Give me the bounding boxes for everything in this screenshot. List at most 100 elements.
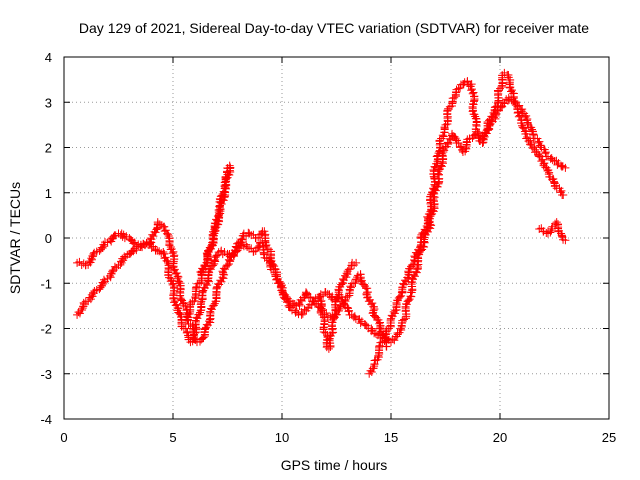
data-point: [205, 268, 214, 277]
data-point: [561, 236, 570, 245]
data-point: [98, 281, 107, 290]
series-second-rise: [387, 93, 570, 347]
data-point: [147, 235, 156, 244]
data-point: [535, 224, 544, 233]
data-point: [193, 314, 202, 323]
data-point: [169, 247, 178, 256]
data-point: [511, 98, 520, 107]
x-tick-label: 10: [275, 430, 289, 445]
data-point: [484, 126, 493, 135]
series-rise-and-peak: [365, 68, 568, 378]
data-point: [521, 113, 530, 122]
x-tick-label: 0: [60, 430, 67, 445]
x-axis-label: GPS time / hours: [281, 457, 388, 473]
data-point: [155, 247, 164, 256]
data-point: [123, 250, 132, 259]
y-tick-label: -1: [40, 276, 52, 291]
data-point: [117, 229, 126, 238]
data-point: [528, 125, 537, 134]
data-point: [557, 161, 566, 170]
data-point: [207, 305, 216, 314]
data-point: [189, 333, 198, 342]
data-point: [360, 319, 369, 328]
axis-ticks: 0 5 10 15 20 25 -4 -3 -2 -1 0 1 2 3 4: [40, 50, 616, 445]
data-point: [110, 262, 119, 271]
data-point: [369, 364, 378, 373]
data-point: [557, 186, 566, 195]
plot-frame: [63, 56, 610, 420]
y-tick-label: 4: [45, 50, 52, 65]
data-point: [195, 310, 204, 319]
data-point: [346, 283, 355, 292]
data-point: [100, 242, 109, 251]
data-point: [382, 342, 391, 351]
data-point: [172, 268, 181, 277]
data-point: [209, 261, 218, 270]
data-point: [302, 289, 311, 298]
data-point: [163, 230, 172, 239]
data-point: [209, 237, 218, 246]
data-point: [130, 244, 139, 253]
data-point: [75, 309, 84, 318]
data-point: [159, 249, 168, 258]
data-point: [334, 286, 343, 295]
data-point: [518, 123, 527, 132]
data-point: [262, 241, 271, 250]
data-point: [98, 243, 107, 252]
series-spike-near-7: [182, 161, 235, 324]
data-point: [203, 274, 212, 283]
series-late-segment: [535, 218, 570, 245]
data-point: [410, 272, 419, 281]
data-point: [219, 268, 228, 277]
data-point: [206, 308, 215, 317]
data-point: [212, 215, 221, 224]
data-point: [561, 163, 570, 172]
data-point: [276, 282, 285, 291]
data-point: [352, 258, 361, 267]
data-point: [419, 242, 428, 251]
data-point: [430, 189, 439, 198]
data-point: [279, 293, 288, 302]
data-point: [380, 336, 389, 345]
data-point: [217, 277, 226, 286]
data-point: [368, 299, 377, 308]
data-point: [249, 247, 258, 256]
data-point: [463, 77, 472, 86]
data-point: [439, 132, 448, 141]
data-point: [469, 106, 478, 115]
data-point: [357, 276, 366, 285]
data-point: [209, 301, 218, 310]
y-tick-label: 2: [45, 141, 52, 156]
y-tick-label: 1: [45, 186, 52, 201]
grid-lines: [64, 57, 609, 419]
data-point: [553, 160, 562, 169]
data-point: [172, 300, 181, 309]
data-point: [174, 308, 183, 317]
data-point: [331, 297, 340, 306]
data-point: [470, 110, 479, 119]
data-point: [546, 228, 555, 237]
data-point: [352, 275, 361, 284]
data-point: [469, 88, 478, 97]
data-point: [431, 186, 440, 195]
data-point: [237, 235, 246, 244]
y-tick-label: -4: [40, 412, 52, 427]
data-point: [168, 249, 177, 258]
data-point: [467, 85, 476, 94]
data-point: [344, 306, 353, 315]
data-point: [346, 264, 355, 273]
y-tick-label: 0: [45, 231, 52, 246]
data-point: [184, 313, 193, 322]
data-point: [304, 293, 313, 302]
data-point: [161, 226, 170, 235]
data-point: [438, 149, 447, 158]
data-point: [118, 254, 127, 263]
data-point: [211, 253, 220, 262]
data-point: [535, 137, 544, 146]
data-point: [181, 324, 190, 333]
data-point: [107, 269, 116, 278]
data-point: [108, 267, 117, 276]
data-point: [496, 103, 505, 112]
data-point: [367, 367, 376, 376]
